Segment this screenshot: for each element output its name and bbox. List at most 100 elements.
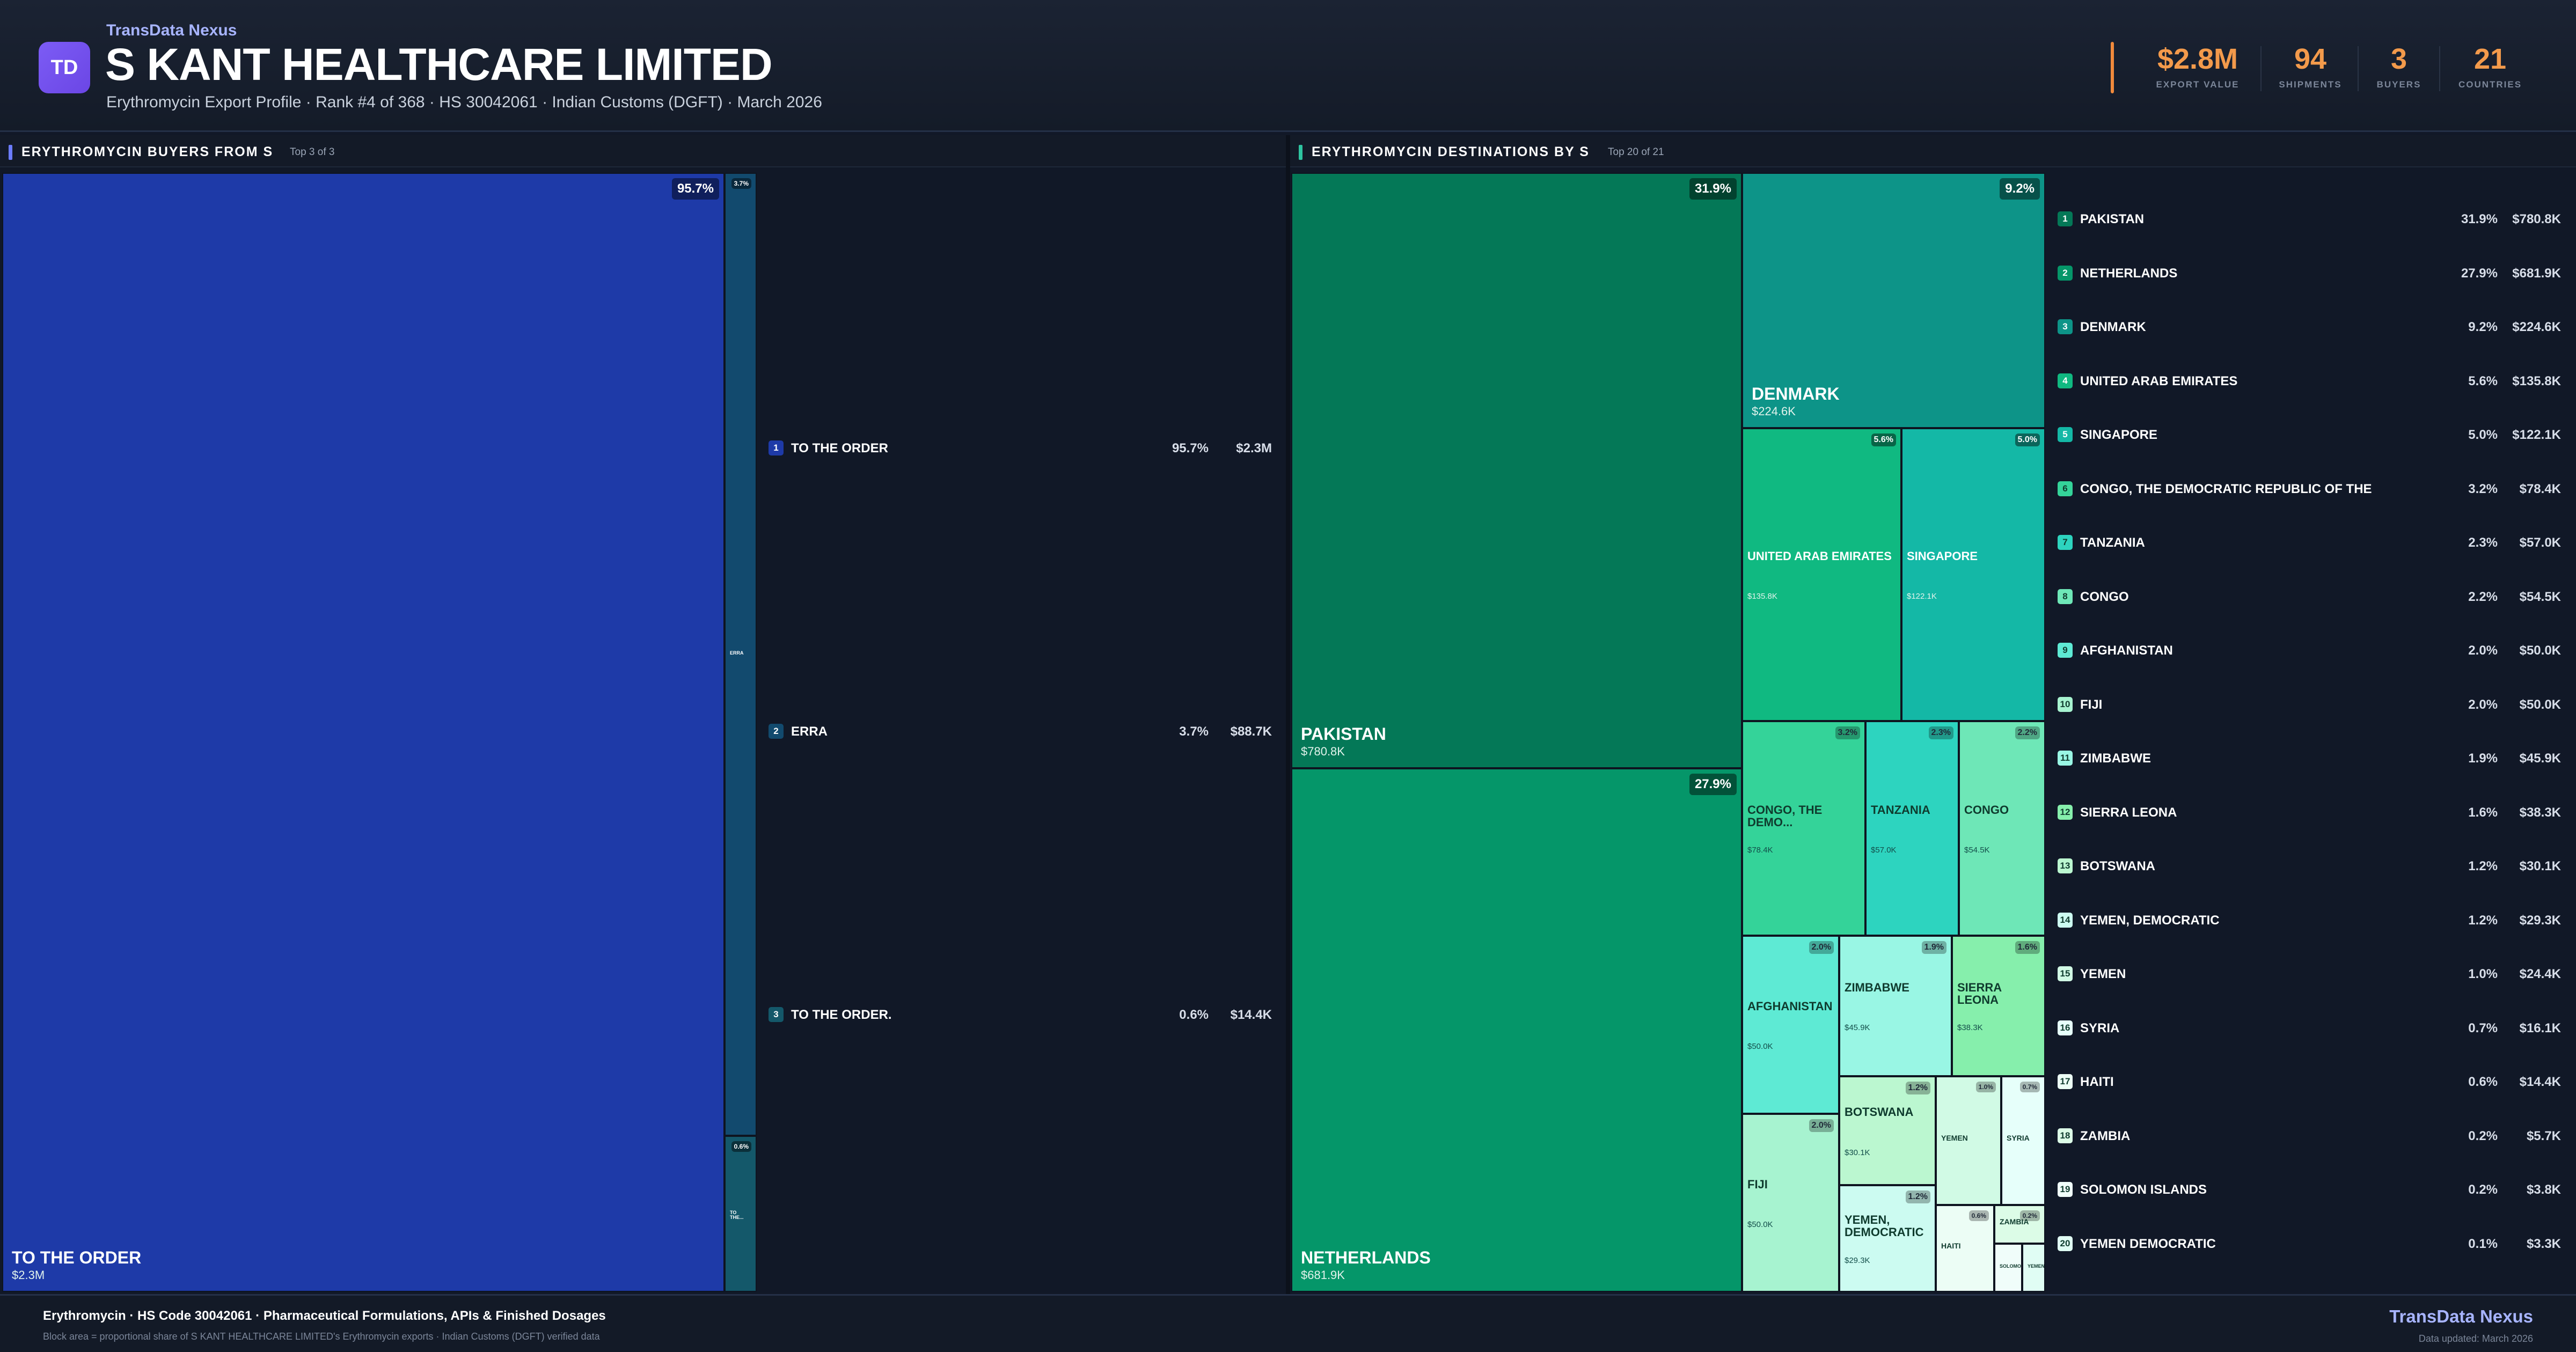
kpi-value: 94 <box>2294 43 2327 75</box>
dest-legend-row[interactable]: 15 YEMEN 1.0% $24.4K <box>2058 963 2561 984</box>
tile-label: AFGHANISTAN <box>1747 999 1833 1013</box>
dest-legend-row[interactable]: 2 NETHERLANDS 27.9% $681.9K <box>2058 262 2561 284</box>
tile-value: $38.3K <box>1957 1023 1983 1032</box>
dest-legend-row[interactable]: 11 ZIMBABWE 1.9% $45.9K <box>2058 747 2561 769</box>
legend-rank-badge: 18 <box>2058 1128 2073 1143</box>
kpi-label: COUNTRIES <box>2458 79 2522 90</box>
buyer-tile-3[interactable]: 0.6% TO THE... <box>724 1136 757 1292</box>
dest-legend-row[interactable]: 17 HAITI 0.6% $14.4K <box>2058 1071 2561 1092</box>
dest-tile-8[interactable]: 2.2% CONGO $54.5K <box>1959 721 2045 936</box>
legend-value: $122.1K <box>2512 428 2561 442</box>
buyers-panel-title: ERYTHROMYCIN BUYERS FROM S <box>21 144 274 159</box>
dest-legend-row[interactable]: 4 UNITED ARAB EMIRATES 5.6% $135.8K <box>2058 370 2561 392</box>
buyer-tile-1[interactable]: 95.7% TO THE ORDER $2.3M <box>2 173 724 1292</box>
dest-legend-row[interactable]: 1 PAKISTAN 31.9% $780.8K <box>2058 208 2561 230</box>
tile-label: CONGO <box>1964 803 2009 817</box>
legend-percent: 3.7% <box>1179 724 1209 739</box>
legend-value: $16.1K <box>2519 1020 2561 1035</box>
tile-label: TO THE... <box>730 1209 744 1220</box>
legend-percent: 95.7% <box>1172 441 1209 455</box>
destinations-panel-title: ERYTHROMYCIN DESTINATIONS BY S <box>1312 144 1590 159</box>
buyer-tile-2[interactable]: 3.7% ERRA <box>724 173 757 1136</box>
dest-legend-row[interactable]: 8 CONGO 2.2% $54.5K <box>2058 586 2561 607</box>
dest-legend-row[interactable]: 5 SINGAPORE 5.0% $122.1K <box>2058 424 2561 445</box>
tile-label: SIERRA LEONA <box>1957 980 2002 1006</box>
legend-percent: 2.2% <box>2468 589 2498 604</box>
buyer-legend-row[interactable]: 1 TO THE ORDER 95.7% $2.3M <box>769 437 1272 459</box>
legend-percent: 5.0% <box>2468 428 2498 442</box>
dest-legend-row[interactable]: 18 ZAMBIA 0.2% $5.7K <box>2058 1125 2561 1147</box>
legend-rank-badge: 1 <box>2058 211 2073 226</box>
dest-legend-row[interactable]: 10 FIJI 2.0% $50.0K <box>2058 694 2561 715</box>
legend-value: $38.3K <box>2519 805 2561 820</box>
tile-percent-badge: 2.3% <box>1928 726 1953 739</box>
footer-brand[interactable]: TransData Nexus <box>2389 1306 2533 1326</box>
dest-legend-row[interactable]: 9 AFGHANISTAN 2.0% $50.0K <box>2058 640 2561 661</box>
legend-percent: 0.2% <box>2468 1128 2498 1143</box>
dest-tile-19[interactable]: 0.2%SOLOMON <box>1994 1244 2022 1292</box>
dest-legend-row[interactable]: 20 YEMEN DEMOCRATIC 0.1% $3.3K <box>2058 1233 2561 1254</box>
legend-value: $780.8K <box>2512 212 2561 226</box>
legend-percent: 1.6% <box>2468 805 2498 820</box>
buyer-legend-row[interactable]: 3 TO THE ORDER. 0.6% $14.4K <box>769 1004 1272 1025</box>
dest-tile-1[interactable]: 31.9% PAKISTAN $780.8K <box>1291 173 1742 768</box>
dest-legend-row[interactable]: 19 SOLOMON ISLANDS 0.2% $3.8K <box>2058 1179 2561 1200</box>
legend-percent: 0.2% <box>2468 1182 2498 1197</box>
dest-tile-5[interactable]: 5.0% SINGAPORE $122.1K <box>1901 428 2045 721</box>
dest-legend-row[interactable]: 16 SYRIA 0.7% $16.1K <box>2058 1017 2561 1039</box>
dest-tile-18[interactable]: 0.2% ZAMBIA <box>1994 1205 2045 1244</box>
dest-legend-row[interactable]: 3 DENMARK 9.2% $224.6K <box>2058 316 2561 337</box>
legend-percent: 3.2% <box>2468 481 2498 496</box>
dest-legend-row[interactable]: 12 SIERRA LEONA 1.6% $38.3K <box>2058 802 2561 823</box>
legend-name: CONGO <box>2080 589 2129 604</box>
legend-rank-badge: 4 <box>2058 373 2073 388</box>
dest-tile-9[interactable]: 2.0% AFGHANISTAN $50.0K <box>1742 936 1839 1114</box>
tile-value: $50.0K <box>1747 1042 1773 1051</box>
dest-tile-13[interactable]: 1.2% BOTSWANA $30.1K <box>1839 1076 1936 1185</box>
kpi-divider <box>2358 46 2359 91</box>
dest-legend-row[interactable]: 14 YEMEN, DEMOCRATIC 1.2% $29.3K <box>2058 909 2561 931</box>
legend-name: SYRIA <box>2080 1020 2120 1035</box>
tile-value: $224.6K <box>1752 405 1796 418</box>
dest-legend-row[interactable]: 13 BOTSWANA 1.2% $30.1K <box>2058 855 2561 877</box>
legend-rank-badge: 1 <box>769 440 784 455</box>
legend-rank-badge: 14 <box>2058 912 2073 928</box>
dest-tile-17[interactable]: 0.6% HAITI <box>1936 1205 1994 1292</box>
tile-percent-badge: 5.6% <box>1871 433 1896 446</box>
tile-label: ERRA <box>730 650 744 656</box>
kpi-export-value: $2.8M EXPORT VALUE <box>2144 43 2251 94</box>
dest-tile-6[interactable]: 3.2% CONGO, THE DEMO... $78.4K <box>1742 721 1865 936</box>
legend-name: NETHERLANDS <box>2080 266 2178 281</box>
tile-label: CONGO, THE DEMO... <box>1747 803 1823 829</box>
dest-tile-15[interactable]: 1.0% YEMEN <box>1936 1076 2001 1205</box>
dest-tile-12[interactable]: 1.6% SIERRA LEONA $38.3K <box>1952 936 2045 1076</box>
legend-rank-badge: 8 <box>2058 589 2073 604</box>
legend-value: $135.8K <box>2512 373 2561 388</box>
dest-tile-2[interactable]: 27.9% NETHERLANDS $681.9K <box>1291 768 1742 1292</box>
legend-percent: 0.7% <box>2468 1020 2498 1035</box>
legend-rank-badge: 20 <box>2058 1236 2073 1251</box>
dest-tile-14[interactable]: 1.2% YEMEN, DEMOCRATIC $29.3K <box>1839 1185 1936 1292</box>
legend-value: $29.3K <box>2519 913 2561 928</box>
legend-name: SINGAPORE <box>2080 428 2158 442</box>
legend-name: DENMARK <box>2080 320 2146 334</box>
dest-tile-11[interactable]: 1.9% ZIMBABWE $45.9K <box>1839 936 1952 1076</box>
dest-tile-4[interactable]: 5.6% UNITED ARAB EMIRATES $135.8K <box>1742 428 1901 721</box>
tile-value: $122.1K <box>1907 592 1937 601</box>
legend-name: TO THE ORDER. <box>791 1008 892 1022</box>
dest-tile-10[interactable]: 2.0% FIJI $50.0K <box>1742 1114 1839 1292</box>
dest-legend-row[interactable]: 6 CONGO, THE DEMOCRATIC REPUBLIC OF THE 3.… <box>2058 478 2561 499</box>
buyer-legend-row[interactable]: 2 ERRA 3.7% $88.7K <box>769 721 1272 742</box>
legend-name: FIJI <box>2080 697 2103 712</box>
footer-updated: Data updated: March 2026 <box>2418 1333 2533 1344</box>
dest-legend-row[interactable]: 7 TANZANIA 2.3% $57.0K <box>2058 532 2561 553</box>
legend-rank-badge: 3 <box>2058 319 2073 334</box>
legend-value: $45.9K <box>2519 751 2561 766</box>
legend-name: YEMEN, DEMOCRATIC <box>2080 913 2220 928</box>
brand-name[interactable]: TransData Nexus <box>106 21 237 39</box>
dest-tile-16[interactable]: 0.7% SYRIA <box>2001 1076 2045 1205</box>
dest-tile-3[interactable]: 9.2% DENMARK $224.6K <box>1742 173 2045 428</box>
dest-tile-20[interactable]: 0.1%YEMEN <box>2022 1244 2045 1292</box>
tile-label: SOLOMON <box>2000 1263 2022 1269</box>
dest-tile-7[interactable]: 2.3% TANZANIA $57.0K <box>1865 721 1959 936</box>
